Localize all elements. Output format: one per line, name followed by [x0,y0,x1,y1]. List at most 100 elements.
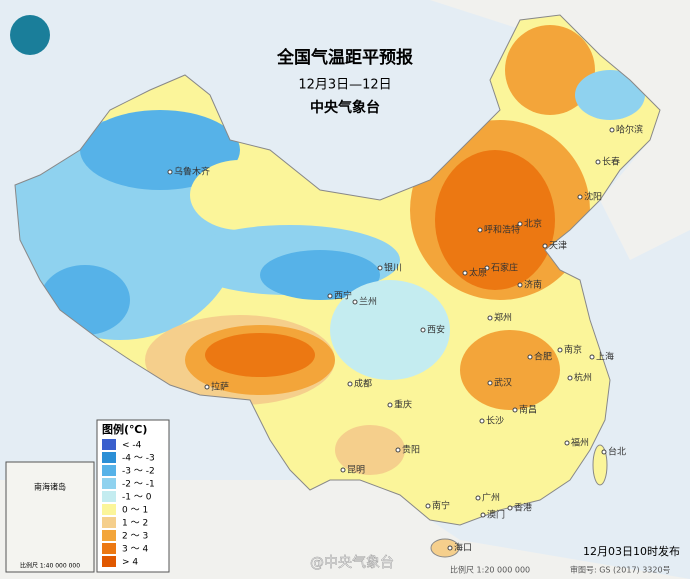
hainan [430,538,460,558]
city-label: 成都 [354,378,372,390]
legend-label: -1 ～ 0 [122,493,152,503]
city-label: 南昌 [519,404,537,416]
legend-label: -2 ～ -1 [122,480,155,490]
legend-title: 图例(℃) [102,422,147,436]
city-dot [387,402,393,408]
city-label: 南京 [564,344,582,356]
inset-title: 南海诸岛 [34,482,66,492]
city-label: 武汉 [494,377,512,389]
city-label: 银川 [384,262,402,274]
city-label: 哈尔滨 [616,124,643,136]
logo [10,15,50,55]
legend-swatch [102,439,116,450]
city-dot [352,299,358,305]
legend: < -4 -4 ～ -3 -3 ～ -2 -2 ～ -1 -1 ～ 0 0 ～ 1 1 ～ … [102,439,155,568]
city-label: 广州 [482,492,500,504]
legend-label: 1 ～ 2 [122,519,148,529]
legend-label: 3 ～ 4 [122,545,148,555]
city-label: 重庆 [394,399,412,411]
city-dot [480,512,486,518]
city-label: 澳门 [487,509,505,521]
city-dot [567,375,573,381]
city-label: 香港 [514,502,532,514]
city-dot [595,159,601,165]
city-dot [542,243,548,249]
legend-swatch [102,543,116,554]
watermark: @中央气象台 [310,555,394,571]
org: 中央气象台 [310,99,380,116]
city-dot [601,449,607,455]
city-dot [420,327,426,333]
city-label: 沈阳 [584,191,602,203]
city-dot [564,440,570,446]
city-dot [527,354,533,360]
city-label: 太原 [469,267,487,279]
city-dot [475,495,481,501]
city-dot [204,384,210,390]
city-label: 杭州 [574,372,592,384]
inset-scale: 比例尺 1:40 000 000 [20,562,80,570]
city-dot [340,467,346,473]
legend-swatch [102,491,116,502]
legend-swatch [102,452,116,463]
city-dot [447,545,453,551]
city-label: 济南 [524,279,542,291]
city-label: 合肥 [534,351,552,363]
legend-swatch [102,530,116,541]
legend-label: 0 ～ 1 [122,506,148,516]
city-label: 兰州 [359,296,377,308]
city-dot [395,447,401,453]
city-dot [577,194,583,200]
city-dot [477,227,483,233]
legend-label: -4 ～ -3 [122,454,155,464]
city-label: 上海 [596,351,614,363]
city-label: 乌鲁木齐 [174,166,210,178]
legend-swatch [102,465,116,476]
inset [5,461,95,573]
date: 12月3日—12日 [298,78,391,93]
city-dot [487,380,493,386]
legend-swatch [102,504,116,515]
title: 全国气温距平预报 [276,47,413,68]
city-label: 海口 [454,542,472,554]
issued: 12月03日10时发布 [583,544,680,558]
city-label: 长春 [602,156,620,168]
city-label: 福州 [571,437,589,449]
city-dot [377,265,383,271]
city-dot [425,503,431,509]
legend-label: < -4 [122,441,142,451]
city-dot [512,407,518,413]
city-dot [487,315,493,321]
city-label: 西安 [427,324,445,336]
city-label: 南宁 [432,500,450,512]
legend-label: -3 ～ -2 [122,467,155,477]
city-dot [327,293,333,299]
scale: 比例尺 1:20 000 000 [450,565,530,575]
city-label: 北京 [524,218,542,230]
city-dot [479,418,485,424]
legend-label: > 4 [122,558,138,568]
city-label: 台北 [608,446,626,458]
city-dot [347,381,353,387]
city-dot [167,169,173,175]
city-label: 昆明 [347,465,365,476]
city-label: 石家庄 [491,262,518,274]
city-dot [589,354,595,360]
city-label: 郑州 [494,312,512,324]
legend-swatch [102,517,116,528]
city-dot [507,505,513,511]
city-dot [517,282,523,288]
city-dot [557,347,563,353]
legend-swatch [102,478,116,489]
legend-label: 2 ～ 3 [122,532,148,542]
approval: 审图号: GS (2017) 3320号 [570,565,671,575]
city-dot [517,221,523,227]
city-label: 呼和浩特 [484,224,520,236]
city-dot [609,127,615,133]
city-label: 长沙 [486,415,504,427]
legend-swatch [102,556,116,567]
city-dot [462,270,468,276]
city-label: 西宁 [334,290,352,302]
